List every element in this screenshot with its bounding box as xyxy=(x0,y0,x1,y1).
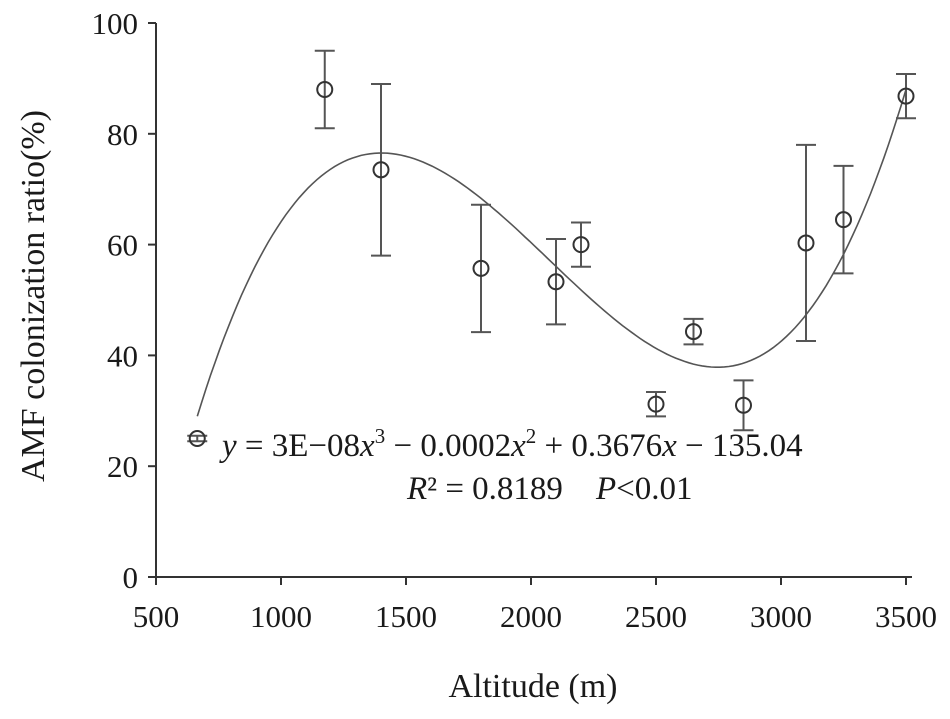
x-tick-label: 1000 xyxy=(250,599,312,634)
eq-power3: 3 xyxy=(375,424,386,448)
r2-symbol: R xyxy=(406,471,427,507)
y-tick-label: 100 xyxy=(92,6,139,41)
data-point xyxy=(472,259,490,277)
x-tick-label: 3000 xyxy=(750,599,812,634)
x-tick-label: 1500 xyxy=(375,599,437,634)
fit-curve xyxy=(196,89,907,417)
data-point xyxy=(547,273,565,291)
y-tick-label: 20 xyxy=(107,449,138,484)
y-tick-label: 80 xyxy=(107,117,138,152)
data-point xyxy=(572,236,590,254)
data-point xyxy=(897,87,915,105)
p-gap xyxy=(563,471,596,507)
eq-x1: x xyxy=(359,428,375,464)
eq-y: y xyxy=(219,428,237,464)
data-point xyxy=(735,396,752,414)
p-value: <0.01 xyxy=(616,471,692,507)
x-ticks: 500 1000 1500 2000 2500 3000 3500 xyxy=(133,577,937,634)
r2-value: ² = 0.8189 xyxy=(427,471,563,507)
data-point xyxy=(797,234,815,252)
x-tick-label: 500 xyxy=(133,599,180,634)
eq-x3: x xyxy=(661,428,677,464)
x-axis-title: Altitude (m) xyxy=(448,668,617,705)
eq-coef1: = 3E−08 xyxy=(237,428,360,464)
eq-coef3: + 0.3676 xyxy=(536,428,662,464)
eq-constant: − 135.04 xyxy=(677,428,803,464)
eq-power2: 2 xyxy=(526,424,537,448)
p-symbol: P xyxy=(595,471,616,507)
data-point xyxy=(188,430,206,447)
data-point xyxy=(685,323,702,341)
data-point xyxy=(316,80,334,98)
y-axis-title: AMF colonization ratio(%) xyxy=(15,110,52,482)
r2-p-annotation: R² = 0.8189 P<0.01 xyxy=(406,471,692,507)
data-points xyxy=(188,80,915,447)
y-ticks: 0 20 40 60 80 100 xyxy=(92,6,156,595)
y-tick-label: 0 xyxy=(123,560,139,595)
eq-coef2: − 0.0002 xyxy=(385,428,511,464)
y-tick-label: 60 xyxy=(107,228,138,263)
regression-equation: y = 3E−08x3 − 0.0002x2 + 0.3676x − 135.0… xyxy=(219,424,803,464)
x-tick-label: 2000 xyxy=(500,599,562,634)
data-point xyxy=(835,211,852,229)
eq-x2: x xyxy=(510,428,526,464)
error-bars xyxy=(187,49,916,443)
data-point xyxy=(372,161,390,179)
data-point xyxy=(647,395,665,413)
x-tick-label: 2500 xyxy=(625,599,687,634)
y-tick-label: 40 xyxy=(107,338,138,373)
x-tick-label: 3500 xyxy=(875,599,937,634)
